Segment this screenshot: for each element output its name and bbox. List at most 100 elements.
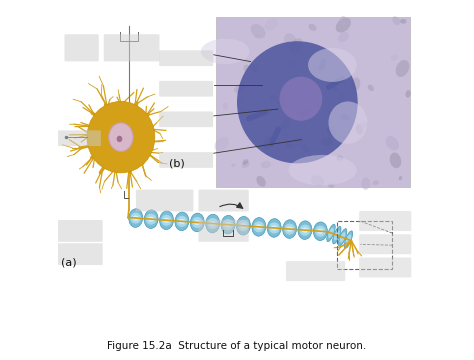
Ellipse shape xyxy=(319,64,327,70)
Ellipse shape xyxy=(225,222,231,227)
Ellipse shape xyxy=(264,19,278,31)
Ellipse shape xyxy=(160,211,173,230)
Ellipse shape xyxy=(337,90,345,101)
Ellipse shape xyxy=(223,102,228,110)
Ellipse shape xyxy=(286,61,298,69)
Ellipse shape xyxy=(283,131,288,139)
Ellipse shape xyxy=(301,228,309,233)
Ellipse shape xyxy=(285,142,293,148)
Ellipse shape xyxy=(390,153,401,168)
Ellipse shape xyxy=(327,109,332,116)
Ellipse shape xyxy=(207,218,218,229)
Ellipse shape xyxy=(336,18,351,32)
Ellipse shape xyxy=(255,224,262,229)
Ellipse shape xyxy=(194,220,201,225)
Ellipse shape xyxy=(130,212,141,224)
FancyBboxPatch shape xyxy=(286,261,345,281)
Ellipse shape xyxy=(240,223,247,228)
Ellipse shape xyxy=(315,89,318,92)
Ellipse shape xyxy=(309,24,317,31)
Ellipse shape xyxy=(87,102,155,173)
Ellipse shape xyxy=(313,66,321,71)
FancyBboxPatch shape xyxy=(359,211,411,231)
Ellipse shape xyxy=(270,95,276,100)
Ellipse shape xyxy=(132,215,139,221)
Ellipse shape xyxy=(328,183,334,188)
Ellipse shape xyxy=(178,219,185,224)
Ellipse shape xyxy=(334,230,340,240)
FancyBboxPatch shape xyxy=(199,190,249,211)
Ellipse shape xyxy=(294,136,307,149)
Ellipse shape xyxy=(391,54,398,61)
Ellipse shape xyxy=(161,215,172,226)
Ellipse shape xyxy=(129,209,143,227)
FancyBboxPatch shape xyxy=(58,130,101,146)
FancyBboxPatch shape xyxy=(159,152,213,168)
Ellipse shape xyxy=(176,216,187,227)
Ellipse shape xyxy=(175,212,189,231)
FancyBboxPatch shape xyxy=(64,34,99,62)
Ellipse shape xyxy=(313,222,328,240)
Ellipse shape xyxy=(250,64,258,72)
Ellipse shape xyxy=(300,225,310,236)
Ellipse shape xyxy=(146,213,156,225)
Ellipse shape xyxy=(251,24,265,39)
Ellipse shape xyxy=(280,77,322,121)
Ellipse shape xyxy=(252,217,266,236)
Ellipse shape xyxy=(368,85,374,91)
Ellipse shape xyxy=(244,64,249,72)
Ellipse shape xyxy=(344,231,353,248)
Ellipse shape xyxy=(267,219,281,237)
Ellipse shape xyxy=(163,218,170,223)
Ellipse shape xyxy=(239,107,245,111)
Ellipse shape xyxy=(209,221,216,226)
FancyBboxPatch shape xyxy=(199,220,249,242)
Ellipse shape xyxy=(284,33,297,49)
Ellipse shape xyxy=(201,39,250,64)
Ellipse shape xyxy=(351,77,360,91)
Ellipse shape xyxy=(308,152,312,158)
Ellipse shape xyxy=(284,224,295,235)
Ellipse shape xyxy=(392,16,400,25)
Ellipse shape xyxy=(242,161,250,168)
Ellipse shape xyxy=(237,41,358,163)
Ellipse shape xyxy=(237,96,245,104)
Ellipse shape xyxy=(237,216,250,235)
Ellipse shape xyxy=(286,226,293,231)
Ellipse shape xyxy=(396,60,409,77)
Ellipse shape xyxy=(405,90,411,98)
Ellipse shape xyxy=(356,125,363,135)
Ellipse shape xyxy=(320,137,333,146)
Ellipse shape xyxy=(399,176,402,180)
Ellipse shape xyxy=(340,16,346,25)
Ellipse shape xyxy=(271,225,278,230)
Ellipse shape xyxy=(386,136,399,151)
Ellipse shape xyxy=(333,86,338,92)
Ellipse shape xyxy=(348,103,352,107)
Ellipse shape xyxy=(328,228,334,238)
Ellipse shape xyxy=(308,48,357,82)
FancyBboxPatch shape xyxy=(359,257,411,278)
FancyBboxPatch shape xyxy=(58,220,103,242)
Ellipse shape xyxy=(336,156,344,161)
Ellipse shape xyxy=(206,214,219,233)
Ellipse shape xyxy=(302,146,310,153)
FancyBboxPatch shape xyxy=(104,34,159,62)
FancyBboxPatch shape xyxy=(159,81,213,96)
Ellipse shape xyxy=(221,215,235,234)
Ellipse shape xyxy=(327,224,335,242)
FancyBboxPatch shape xyxy=(58,243,103,265)
Ellipse shape xyxy=(338,32,349,42)
Ellipse shape xyxy=(340,232,346,243)
Ellipse shape xyxy=(311,175,325,186)
FancyBboxPatch shape xyxy=(159,50,213,66)
Ellipse shape xyxy=(243,159,248,165)
Text: Figure 15.2a  Structure of a typical motor neuron.: Figure 15.2a Structure of a typical moto… xyxy=(108,342,366,351)
Ellipse shape xyxy=(223,219,234,230)
Ellipse shape xyxy=(109,123,133,152)
Ellipse shape xyxy=(333,226,341,244)
Ellipse shape xyxy=(117,136,122,142)
Ellipse shape xyxy=(191,213,204,232)
Ellipse shape xyxy=(373,180,379,185)
Ellipse shape xyxy=(317,229,324,234)
